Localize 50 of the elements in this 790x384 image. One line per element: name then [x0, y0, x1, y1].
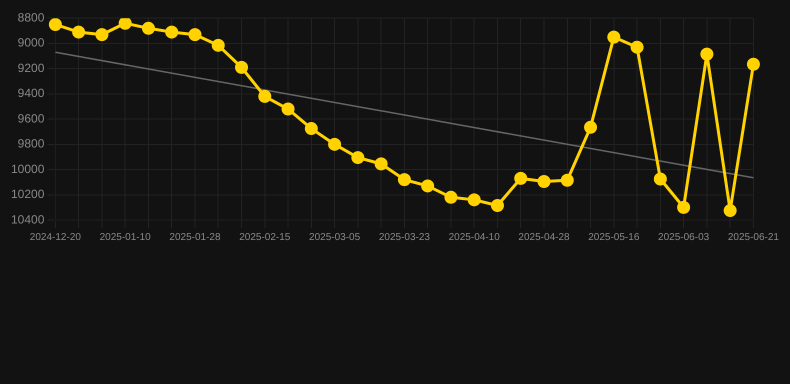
- y-tick-label: 10000: [10, 162, 45, 176]
- x-tick-label: 2025-03-23: [378, 232, 430, 243]
- point: [258, 90, 272, 103]
- y-tick-label: 10200: [10, 187, 45, 202]
- point: [118, 18, 132, 30]
- point: [514, 172, 528, 185]
- point: [328, 138, 342, 151]
- x-tick-label: 2025-06-03: [658, 232, 710, 243]
- point: [72, 26, 86, 39]
- point: [677, 200, 690, 214]
- point: [398, 173, 411, 186]
- point: [142, 22, 155, 35]
- point: [584, 120, 598, 134]
- y-tick-label: 9000: [18, 36, 45, 50]
- point: [421, 179, 434, 192]
- point: [188, 28, 202, 42]
- point: [700, 48, 714, 61]
- point: [304, 122, 318, 136]
- y-tick-label: 10400: [10, 212, 45, 226]
- x-tick-label: 2025-03-05: [309, 232, 361, 243]
- point: [490, 198, 504, 212]
- x-tick-label: 2025-02-15: [239, 232, 291, 243]
- point: [538, 175, 551, 188]
- x-tick-label: 2025-06-21: [728, 232, 780, 243]
- x-tick-label: 2025-01-10: [100, 232, 152, 243]
- y-tick-label: 9600: [18, 111, 45, 126]
- point: [165, 26, 178, 39]
- x-tick-label: 2025-05-16: [588, 232, 640, 243]
- point: [560, 174, 574, 187]
- point: [95, 28, 108, 42]
- x-tick-label: 2024-12-20: [30, 232, 82, 243]
- point: [607, 30, 620, 44]
- x-tick-label: 2025-04-28: [518, 232, 570, 243]
- x-tick-label: 2025-01-28: [169, 232, 221, 243]
- point: [654, 172, 667, 186]
- point: [374, 157, 388, 170]
- point: [351, 151, 364, 164]
- y-tick-label: 9400: [18, 86, 45, 100]
- point: [746, 58, 760, 71]
- point: [282, 102, 295, 116]
- y-tick-label: 9800: [18, 136, 45, 151]
- point: [212, 38, 225, 52]
- x-tick-label: 2025-04-10: [448, 232, 500, 243]
- point: [444, 190, 458, 204]
- point: [235, 60, 248, 74]
- point: [630, 40, 644, 54]
- point: [724, 204, 737, 218]
- point: [468, 193, 481, 206]
- y-tick-label: 9200: [18, 60, 45, 75]
- y-tick-label: 8800: [18, 10, 45, 25]
